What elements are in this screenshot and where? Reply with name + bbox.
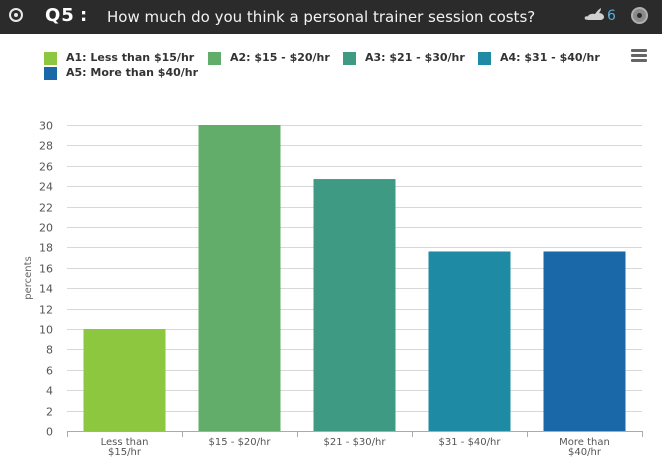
legend-item-label[interactable]: A4: $31 - $40/hr [500, 51, 600, 64]
bar [428, 251, 511, 431]
legend-item-label[interactable]: A1: Less than $15/hr [66, 51, 195, 64]
legend-swatch [44, 52, 57, 65]
respondent-count: 6 [607, 8, 616, 24]
question-header: Q5 : How much do you think a personal tr… [0, 0, 662, 34]
legend-swatch [208, 52, 221, 65]
radio-icon[interactable] [9, 8, 23, 22]
question-separator: : [80, 5, 88, 26]
legend-item-label[interactable]: A2: $15 - $20/hr [230, 51, 330, 64]
x-tick-label: $31 - $40/hr [439, 437, 502, 448]
y-tick-label: 4 [46, 385, 53, 398]
y-tick-label: 0 [46, 426, 53, 439]
legend-swatch [343, 52, 356, 65]
x-tick-label: More than [559, 437, 610, 448]
bar [198, 125, 281, 431]
y-tick-label: 20 [39, 222, 53, 235]
question-title: How much do you think a personal trainer… [107, 8, 536, 26]
chart-menu-icon[interactable] [631, 49, 647, 63]
legend-swatch [44, 67, 57, 80]
x-tick-label: $15 - $20/hr [209, 437, 272, 448]
legend-item-label[interactable]: A5: More than $40/hr [66, 66, 199, 79]
legend-item-label[interactable]: A3: $21 - $30/hr [365, 51, 465, 64]
y-tick-label: 18 [39, 242, 53, 255]
question-number: Q5 [45, 5, 75, 26]
y-tick-label: 16 [39, 263, 53, 276]
legend-swatch [478, 52, 491, 65]
y-tick-label: 14 [39, 283, 53, 296]
rabbit-icon [584, 8, 604, 20]
y-tick-label: 22 [39, 202, 53, 215]
bar [313, 179, 396, 431]
y-axis-label: percents [23, 256, 34, 300]
x-tick-label: $21 - $30/hr [324, 437, 387, 448]
y-tick-label: 28 [39, 140, 53, 153]
bar [543, 251, 626, 431]
y-tick-label: 8 [46, 344, 53, 357]
disc-icon[interactable] [631, 7, 648, 24]
x-tick-label: Less than [101, 437, 149, 448]
bar [83, 329, 166, 431]
y-tick-label: 30 [39, 120, 53, 133]
y-tick-label: 6 [46, 365, 53, 378]
y-tick-label: 12 [39, 304, 53, 317]
y-tick-label: 10 [39, 324, 53, 337]
y-tick-label: 26 [39, 161, 53, 174]
x-tick-label: $40/hr [568, 447, 602, 458]
y-tick-label: 24 [39, 181, 53, 194]
x-tick-label: $15/hr [108, 447, 142, 458]
y-tick-label: 2 [46, 406, 53, 419]
